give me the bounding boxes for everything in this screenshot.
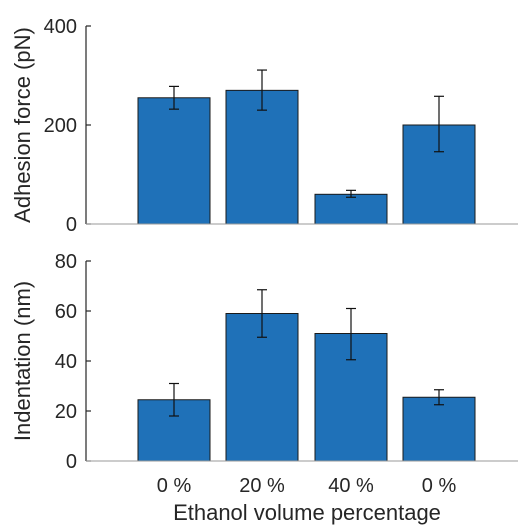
top-y-tick-label: 0 — [66, 214, 77, 236]
top-y-tick-label: 200 — [44, 115, 77, 137]
top-bar — [137, 97, 211, 225]
bottom-x-tick-label: 0 % — [422, 475, 457, 497]
bottom-y-tick-label: 20 — [55, 401, 77, 423]
bottom-y-tick-label: 80 — [55, 251, 77, 273]
bottom-y-tick-label: 40 — [55, 351, 77, 373]
top-bar — [314, 193, 388, 225]
top-y-axis-label: Adhesion force (pN) — [10, 27, 35, 223]
top-y-tick-label: 400 — [44, 16, 77, 38]
bottom-bar — [225, 313, 299, 462]
bottom-x-tick-label: 20 % — [239, 475, 285, 497]
bottom-x-axis-label: Ethanol volume percentage — [173, 500, 441, 525]
top-bar — [225, 89, 299, 225]
bottom-x-tick-label: 40 % — [328, 475, 374, 497]
bottom-x-tick-label: 0 % — [157, 475, 192, 497]
bottom-bar — [402, 396, 476, 462]
bottom-y-tick-label: 0 — [66, 451, 77, 473]
bottom-y-tick-label: 60 — [55, 301, 77, 323]
bottom-y-axis-label: Indentation (nm) — [10, 281, 35, 441]
